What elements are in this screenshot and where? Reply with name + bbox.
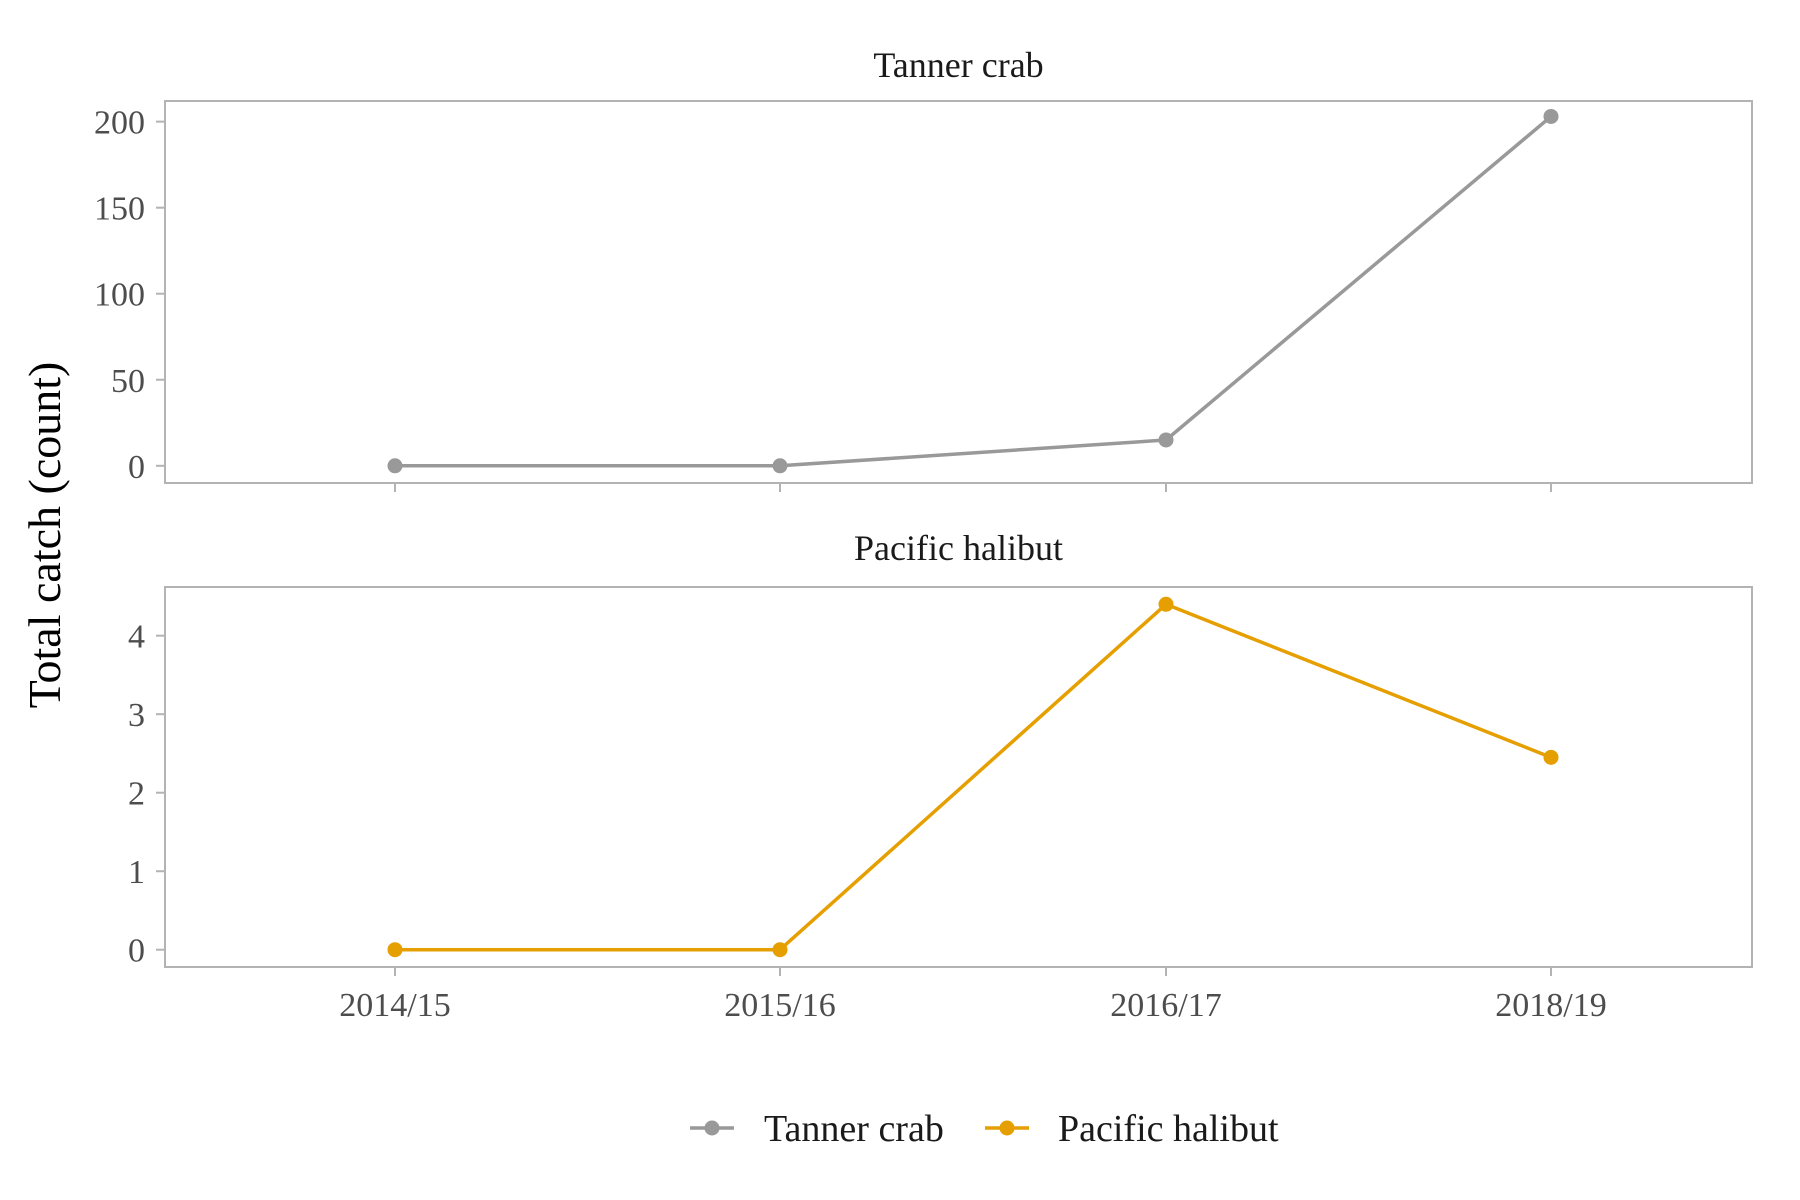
panel-border [164, 100, 1753, 484]
y-tick-label: 50 [111, 363, 145, 400]
y-tick-label: 1 [128, 854, 145, 891]
legend-label: Pacific halibut [1058, 1108, 1279, 1150]
panel-2: Pacific halibut 0 1 2 3 4 [128, 528, 1753, 976]
data-point [1158, 432, 1174, 448]
y-tick-label: 0 [128, 449, 145, 486]
x-tick-label: 2016/17 [1110, 987, 1221, 1024]
y-tick-label: 100 [94, 277, 145, 314]
panel-title: Pacific halibut [854, 528, 1063, 568]
legend-key-point [704, 1120, 720, 1136]
x-axis: 2014/15 2015/16 2016/17 2018/19 [339, 987, 1606, 1024]
data-point [1543, 749, 1559, 765]
y-tick-label: 3 [128, 697, 145, 734]
x-tick-label: 2018/19 [1495, 987, 1606, 1024]
legend-item: Pacific halibut [985, 1108, 1279, 1150]
data-point [1158, 596, 1174, 612]
y-tick-label: 4 [128, 619, 145, 656]
panel-border [164, 586, 1753, 968]
y-tick-label: 150 [94, 191, 145, 228]
y-axis-title: Total catch (count) [19, 362, 70, 709]
y-tick-label: 0 [128, 933, 145, 970]
data-point [387, 458, 403, 474]
legend-item: Tanner crab [690, 1108, 944, 1150]
x-tick-label: 2014/15 [339, 987, 450, 1024]
panel-title: Tanner crab [873, 45, 1043, 85]
data-point [772, 458, 788, 474]
y-tick-label: 200 [94, 105, 145, 142]
chart-panels: Tanner crab 0 50 100 150 200 Pacific halibut 0 1… [94, 45, 1753, 976]
x-tick-label: 2015/16 [724, 987, 835, 1024]
series-line [393, 602, 1553, 952]
panel-1: Tanner crab 0 50 100 150 200 [94, 45, 1753, 492]
legend-label: Tanner crab [764, 1108, 944, 1150]
legend-key-point [999, 1120, 1015, 1136]
data-point [1543, 108, 1559, 124]
y-tick-label: 2 [128, 776, 145, 813]
data-point [387, 942, 403, 958]
legend: Tanner crab Pacific halibut [690, 1108, 1279, 1150]
data-point [772, 942, 788, 958]
series-line [393, 114, 1553, 468]
